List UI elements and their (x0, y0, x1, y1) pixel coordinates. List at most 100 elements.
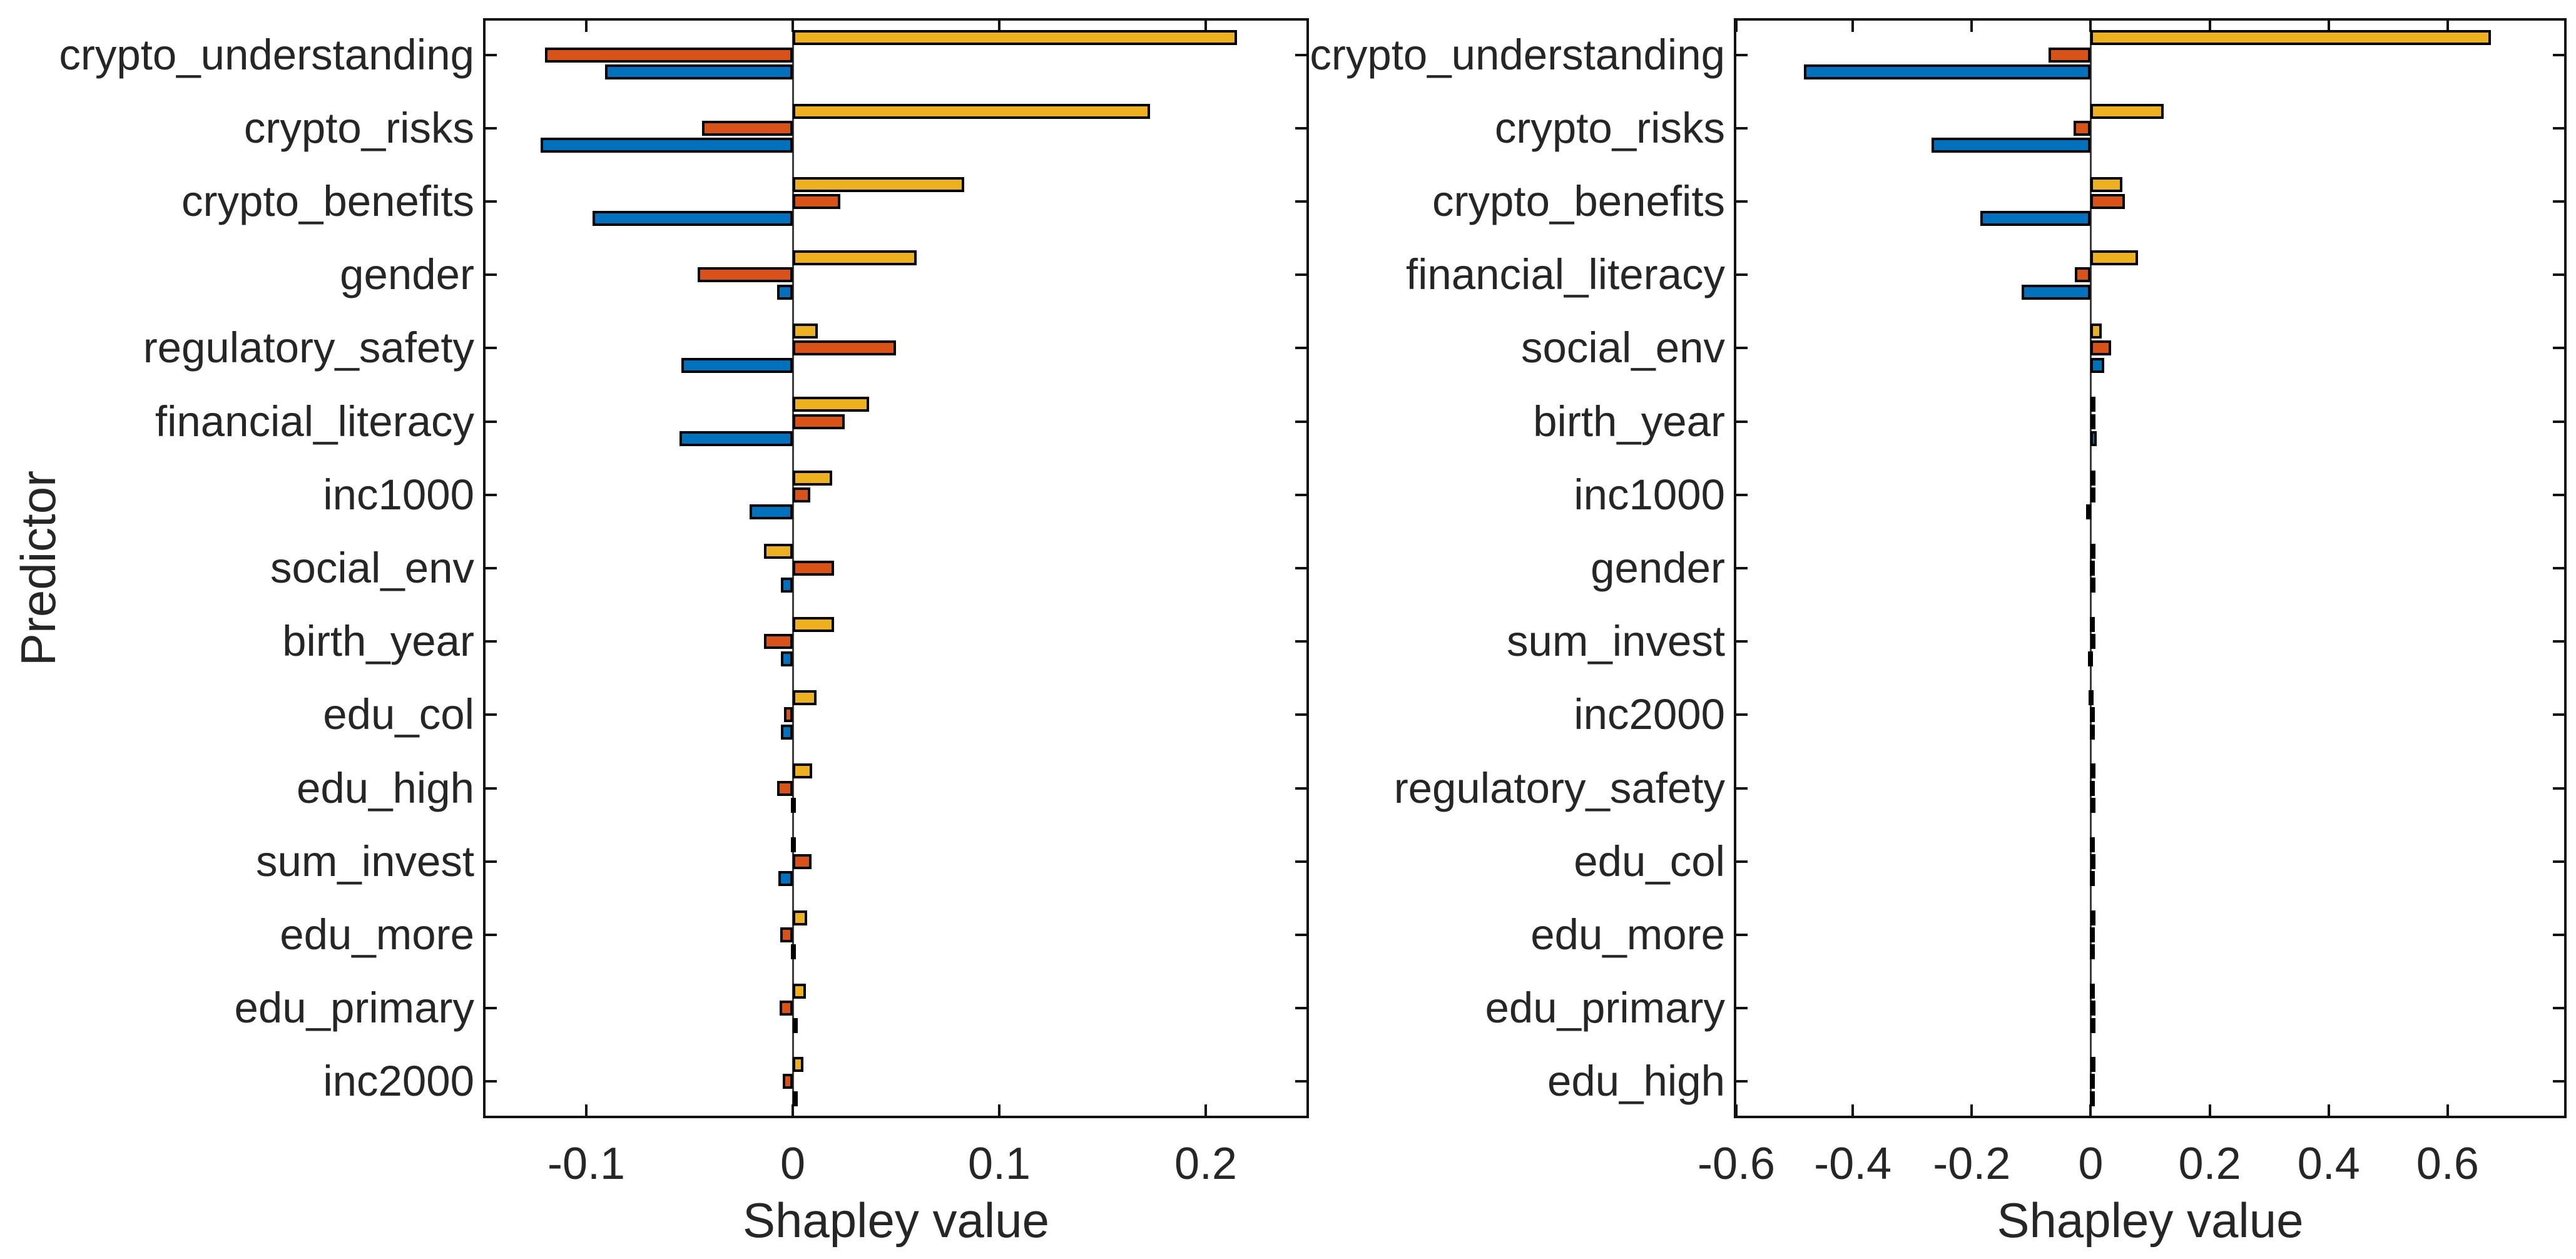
bar-blue-edu_high (2090, 1091, 2095, 1106)
y-tick-left (1734, 567, 1748, 569)
bar-yellow-edu_primary (2090, 983, 2095, 999)
x-tick-bottom (1735, 1104, 1738, 1118)
bar-orange-edu_primary (779, 1001, 793, 1016)
y-tick-left (483, 53, 497, 56)
category-label: crypto_benefits (181, 177, 474, 225)
bar-orange-inc1000 (793, 487, 811, 502)
y-axis-label: Predictor (11, 470, 66, 666)
bar-blue-regulatory_safety (2090, 797, 2096, 813)
x-tick-bottom (585, 1104, 588, 1118)
y-tick-right (2553, 567, 2567, 569)
bar-orange-social_env (793, 561, 834, 576)
left-chart-axes (483, 18, 1309, 1118)
x-tick-top (1735, 18, 1738, 32)
bar-blue-crypto_understanding (1804, 64, 2091, 79)
y-tick-right (1295, 493, 1309, 496)
x-tick-bottom (1970, 1104, 1973, 1118)
category-label: sum_invest (256, 837, 474, 885)
x-tick-top (2208, 18, 2211, 32)
y-tick-right (2553, 713, 2567, 716)
axis-border-top (1734, 18, 2567, 21)
x-tick-label: -0.6 (1697, 1139, 1776, 1189)
y-tick-right (1295, 53, 1309, 56)
category-label: edu_high (1547, 1057, 1725, 1106)
category-label: regulatory_safety (1393, 763, 1725, 812)
y-tick-right (1295, 640, 1309, 643)
y-tick-left (1734, 53, 1748, 56)
bar-blue-financial_literacy (2022, 284, 2091, 300)
bar-yellow-edu_col (2090, 837, 2095, 852)
y-tick-left (483, 787, 497, 790)
x-tick-label: 0.6 (2416, 1139, 2479, 1189)
axis-border-left (483, 18, 486, 1118)
bar-blue-crypto_risks (1931, 138, 2091, 153)
axis-border-right (1306, 18, 1309, 1118)
x-tick-top (1970, 18, 1973, 32)
y-tick-left (483, 934, 497, 936)
category-label: regulatory_safety (143, 324, 474, 372)
bar-orange-sum_invest (793, 854, 812, 869)
bar-orange-edu_col (784, 707, 793, 723)
x-tick-label: 0 (780, 1139, 806, 1189)
bar-blue-sum_invest (2087, 651, 2093, 666)
category-label: crypto_understanding (1310, 30, 1725, 79)
x-tick-top (585, 18, 588, 32)
y-tick-left (483, 567, 497, 569)
y-tick-right (2553, 860, 2567, 863)
bar-blue-birth_year (2090, 431, 2097, 446)
x-tick-top (1851, 18, 1855, 32)
x-tick-label: 0.4 (2297, 1139, 2360, 1189)
bar-blue-edu_more (790, 944, 796, 960)
bar-yellow-inc1000 (793, 470, 832, 486)
y-tick-right (1295, 200, 1309, 203)
bar-orange-inc2000 (2089, 707, 2095, 723)
bar-yellow-financial_literacy (793, 397, 870, 412)
category-label: social_env (1520, 324, 1725, 372)
y-tick-right (2553, 1007, 2567, 1010)
y-tick-left (483, 860, 497, 863)
bar-blue-edu_primary (793, 1017, 798, 1033)
bar-yellow-regulatory_safety (793, 324, 818, 339)
bar-yellow-regulatory_safety (2090, 763, 2096, 779)
bar-blue-inc2000 (793, 1091, 798, 1106)
x-tick-bottom (1851, 1104, 1855, 1118)
y-tick-left (483, 347, 497, 350)
y-tick-right (1295, 567, 1309, 569)
bar-orange-crypto_risks (2073, 120, 2091, 136)
x-tick-label: 0.2 (2178, 1139, 2241, 1189)
bar-orange-inc1000 (2090, 487, 2096, 502)
y-tick-left (483, 200, 497, 203)
x-tick-top (2089, 18, 2092, 32)
bar-yellow-social_env (2090, 324, 2102, 339)
y-tick-left (483, 1007, 497, 1010)
category-label: birth_year (282, 617, 474, 666)
bar-yellow-birth_year (793, 616, 834, 632)
y-tick-right (1295, 860, 1309, 863)
category-label: edu_high (297, 763, 474, 812)
axis-border-left (1734, 18, 1736, 1118)
y-tick-left (1734, 273, 1748, 277)
bar-yellow-gender (793, 250, 917, 265)
category-label: inc1000 (323, 470, 474, 519)
y-tick-right (2553, 200, 2567, 203)
x-tick-label: 0 (2078, 1139, 2104, 1189)
bar-yellow-sum_invest (2090, 616, 2095, 632)
y-tick-right (2553, 1080, 2567, 1083)
bar-orange-edu_high (776, 780, 793, 796)
bar-orange-edu_more (780, 927, 793, 942)
bar-yellow-birth_year (2090, 397, 2096, 412)
bar-yellow-inc2000 (793, 1057, 803, 1073)
bar-orange-edu_more (2089, 927, 2095, 942)
category-label: inc2000 (1574, 690, 1725, 739)
y-tick-right (1295, 126, 1309, 130)
bar-blue-edu_col (781, 724, 793, 740)
bar-yellow-crypto_risks (2090, 103, 2164, 119)
left-x-axis-label: Shapley value (742, 1193, 1050, 1248)
bar-orange-edu_col (2090, 854, 2096, 869)
bar-yellow-crypto_risks (793, 103, 1150, 119)
category-label: crypto_understanding (59, 30, 474, 79)
bar-orange-financial_literacy (793, 414, 845, 429)
bar-yellow-crypto_benefits (793, 176, 964, 192)
y-tick-right (1295, 347, 1309, 350)
bar-blue-regulatory_safety (681, 357, 793, 373)
